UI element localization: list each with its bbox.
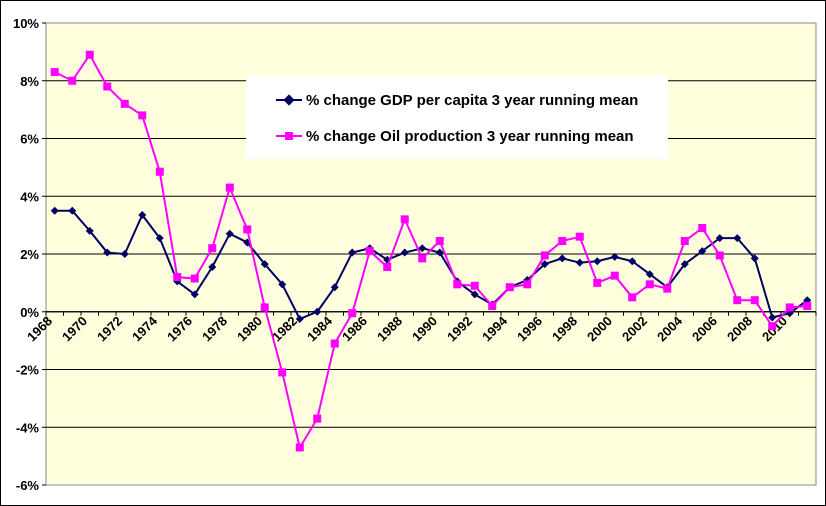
data-point [208, 244, 217, 253]
data-point [295, 314, 304, 323]
data-point [663, 284, 672, 293]
data-point [348, 309, 357, 318]
legend: % change GDP per capita 3 year running m… [246, 76, 668, 159]
data-point [610, 271, 619, 280]
data-point [103, 248, 112, 257]
data-point [645, 280, 654, 289]
data-point [715, 234, 724, 243]
data-point [330, 283, 339, 292]
data-point [540, 260, 549, 269]
data-point [190, 274, 199, 283]
data-point [383, 262, 392, 271]
data-point [698, 247, 707, 256]
data-point [593, 278, 602, 287]
data-point [733, 234, 742, 243]
y-tick-label: 2% [20, 247, 39, 262]
y-tick-label: 6% [20, 132, 39, 147]
data-point [540, 251, 549, 260]
data-point [173, 273, 182, 282]
data-point [435, 248, 444, 257]
data-point [138, 211, 147, 220]
data-point [768, 322, 777, 331]
data-point [750, 254, 759, 263]
series-layer [50, 50, 812, 452]
y-tick-label: 4% [20, 189, 39, 204]
data-point [733, 296, 742, 305]
y-tick-label: -2% [16, 363, 40, 378]
data-point [208, 262, 217, 271]
data-point [295, 443, 304, 452]
data-point [330, 339, 339, 348]
data-point [645, 270, 654, 279]
data-point [680, 260, 689, 269]
data-point [680, 237, 689, 246]
data-point [313, 414, 322, 423]
y-axis: 10% 8% 6% 4% 2% 0% -2% -4% -6% [13, 16, 46, 493]
data-point [575, 232, 584, 241]
data-point [488, 301, 497, 310]
data-point [453, 280, 462, 289]
legend-label-oil: % change Oil production 3 year running m… [306, 128, 634, 145]
data-point [558, 254, 567, 263]
data-point [400, 248, 409, 257]
data-point [50, 206, 59, 215]
data-point [260, 303, 269, 312]
data-point [103, 82, 112, 91]
data-point [558, 237, 567, 246]
data-point [418, 254, 427, 263]
data-point [435, 237, 444, 246]
data-point [523, 280, 532, 289]
data-point [628, 293, 637, 302]
data-point [698, 224, 707, 233]
legend-marker-oil [285, 132, 293, 140]
y-tick-label: 0% [20, 305, 39, 320]
data-point [470, 290, 479, 299]
data-point [348, 248, 357, 257]
data-point [785, 303, 794, 312]
data-point [260, 260, 269, 269]
y-tick-label: 10% [13, 16, 39, 31]
data-point [750, 296, 759, 305]
data-point [803, 301, 812, 310]
legend-label-gdp: % change GDP per capita 3 year running m… [306, 92, 638, 109]
data-point [313, 307, 322, 316]
data-point [400, 215, 409, 224]
data-point [768, 313, 777, 322]
data-point [365, 247, 374, 256]
y-tick-label: -4% [16, 420, 40, 435]
y-tick-label: 8% [20, 74, 39, 89]
series-1 [50, 50, 812, 452]
data-point [120, 99, 129, 108]
data-point [278, 368, 287, 377]
legend-box [246, 76, 668, 159]
data-point [85, 226, 94, 235]
data-point [575, 258, 584, 267]
data-point [138, 111, 147, 120]
data-point [85, 50, 94, 59]
data-point [610, 252, 619, 261]
data-point [593, 257, 602, 266]
data-point [505, 283, 514, 292]
data-point [278, 280, 287, 289]
y-tick-label: -6% [16, 478, 40, 493]
data-point [155, 234, 164, 243]
data-point [225, 229, 234, 238]
data-point [155, 167, 164, 176]
data-point [190, 290, 199, 299]
data-point [470, 281, 479, 290]
data-point [68, 206, 77, 215]
data-point [68, 76, 77, 85]
data-point [628, 257, 637, 266]
data-point [418, 244, 427, 253]
data-point [225, 183, 234, 192]
data-point [120, 250, 129, 258]
data-point [50, 68, 59, 77]
data-point [715, 251, 724, 260]
data-point [243, 225, 252, 234]
